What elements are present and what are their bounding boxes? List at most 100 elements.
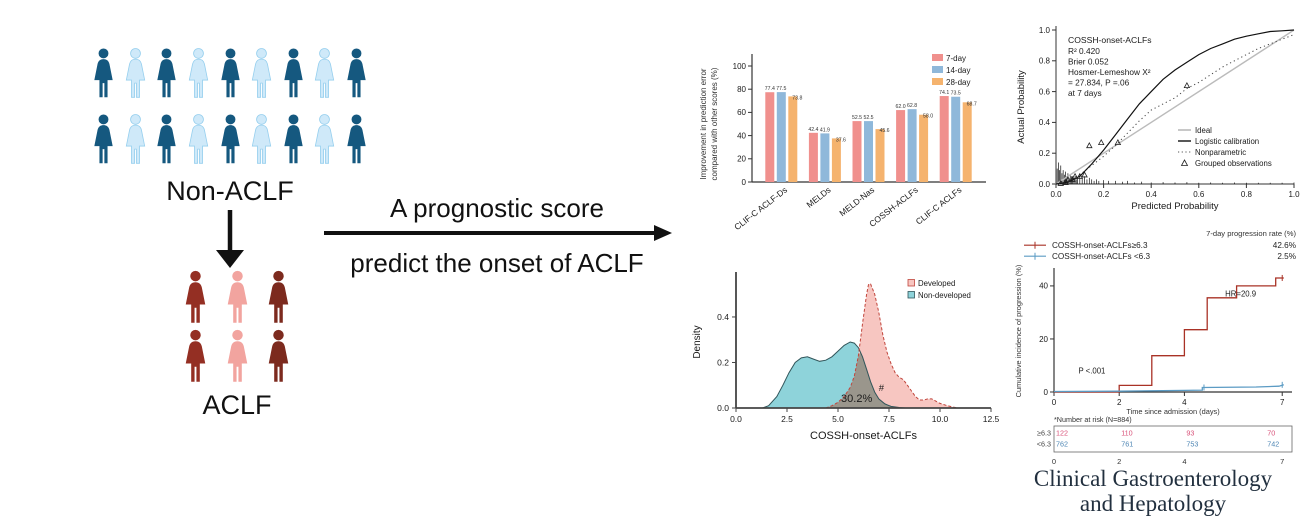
x-tick-label: 0.0 [1050, 190, 1062, 199]
y-tick-label: 0 [1044, 388, 1049, 397]
risk-table-title: *Number at risk (N=884) [1054, 415, 1132, 424]
calibration-stat: Hosmer-Lemeshow X² [1068, 67, 1151, 77]
aclf-people-grid [181, 270, 293, 390]
x-tick-label: 0.6 [1193, 190, 1205, 199]
bar-value-label: 74.1 [939, 90, 949, 96]
triangle-marker [1086, 142, 1093, 149]
legend-swatch [932, 66, 943, 73]
bar [951, 96, 961, 182]
triangle-marker [1076, 172, 1084, 179]
non-developed-curve [762, 341, 906, 409]
survival-curve [1053, 384, 1284, 393]
x-tick-label: 0.0 [730, 414, 742, 424]
person-icon [90, 112, 117, 168]
legend-label: Nonparametric [1195, 148, 1246, 157]
y-tick-label: 0.2 [717, 357, 729, 367]
bar [820, 133, 830, 182]
improvement-bar-chart: 0 20 40 60 80 100 Improvement in prediction er… [699, 54, 986, 232]
x-tick-label: 2 [1117, 398, 1122, 407]
ideal-line [1055, 29, 1295, 185]
series-name: COSSH-onset-ACLFs≥6.3 [1052, 241, 1148, 250]
risk-axis-tick: 7 [1280, 457, 1284, 466]
triangle-marker [1057, 179, 1065, 186]
legend-swatch [932, 54, 943, 61]
person-icon [264, 270, 293, 326]
y-tick-label: 0.4 [717, 312, 729, 322]
journal-name-line2: and Hepatology [1079, 491, 1227, 516]
risk-table-box [1053, 425, 1293, 453]
overlap-area [825, 352, 906, 408]
y-axis-label: Improvement in prediction error [699, 68, 708, 179]
y-tick-label: 0.4 [1039, 118, 1051, 127]
arrow-text-line1: A prognostic score [390, 193, 604, 223]
x-tick-label: 7 [1280, 398, 1285, 407]
legend-swatch [932, 78, 943, 85]
y-tick-label: 0.0 [1039, 180, 1051, 189]
x-tick-label: 4 [1182, 398, 1187, 407]
triangle-marker [1069, 175, 1076, 182]
y-tick-label: 20 [1039, 335, 1048, 344]
risk-axis-tick: 2 [1117, 457, 1121, 466]
non-aclf-label: Non-ACLF [166, 176, 294, 206]
triangle-marker [1114, 138, 1122, 146]
x-tick-label: 2.5 [781, 414, 793, 424]
x-axis-label: Time since admission (days) [1126, 407, 1219, 416]
person-icon [264, 329, 293, 385]
person-icon [248, 112, 275, 168]
hazard-ratio: HR=20.9 [1225, 290, 1256, 299]
bar [939, 96, 949, 182]
series-rate: 2.5% [1277, 252, 1296, 261]
bar-value-label: 52.5 [863, 115, 873, 121]
x-tick-label: 0 [1052, 398, 1057, 407]
rate-header: 7-day progression rate (%) [1206, 229, 1296, 238]
chart-element [1180, 159, 1189, 166]
non-aclf-people-grid [90, 46, 370, 172]
legend-swatch [907, 291, 915, 299]
x-tick-label: 0.2 [1098, 190, 1110, 199]
bar-value-label: 73.8 [792, 95, 802, 101]
bar [808, 132, 818, 182]
bar-value-label: 37.6 [836, 137, 846, 143]
bar [788, 96, 798, 182]
bar-value-label: 62.8 [907, 103, 917, 109]
series-rate: 42.6% [1273, 241, 1296, 250]
person-icon [223, 270, 252, 326]
calibration-title: COSSH-onset-ACLFs [1068, 35, 1152, 45]
person-icon [311, 112, 338, 168]
person-icon [217, 112, 244, 168]
bar-value-label: 77.5 [776, 86, 786, 92]
risk-count: 70 [1267, 429, 1275, 438]
risk-count: 762 [1056, 440, 1068, 449]
risk-row-label: ≥6.3 [1037, 429, 1051, 438]
risk-count: 761 [1121, 440, 1133, 449]
y-tick-label: 40 [737, 131, 746, 140]
calibration-stat: = 27.834, P =.06 [1068, 78, 1130, 88]
cumulative-incidence-chart: 7-day progression rate (%) COSSH-onset-AC… [1014, 229, 1296, 466]
person-icon [217, 46, 244, 102]
risk-axis-tick: 0 [1052, 457, 1056, 466]
y-tick-label: 80 [737, 85, 746, 94]
triangle-marker [1183, 82, 1191, 89]
legend-label: Logistic calibration [1195, 137, 1259, 146]
person-icon [181, 270, 210, 326]
risk-count: 753 [1186, 440, 1198, 449]
y-tick-label: 1.0 [1039, 26, 1051, 35]
x-tick-label: 7.5 [883, 414, 895, 424]
legend-label: Developed [918, 279, 955, 288]
bar-value-label: 62.0 [896, 104, 906, 110]
bar [896, 110, 906, 182]
y-tick-label: 100 [733, 62, 747, 71]
aclf-label: ACLF [202, 390, 272, 420]
y-tick-label: 0 [742, 178, 747, 187]
risk-count: 110 [1121, 429, 1132, 438]
calibration-stat: at 7 days [1068, 88, 1102, 98]
person-icon [248, 46, 275, 102]
overlap-percentage: 30.2% [841, 393, 872, 405]
y-tick-label: 0.2 [1039, 149, 1051, 158]
survival-curve [1054, 277, 1284, 393]
calibration-stat: Brier 0.052 [1068, 57, 1109, 67]
risk-row-label: <6.3 [1037, 440, 1051, 449]
bar [864, 121, 873, 182]
legend-label: 7-day [946, 54, 966, 63]
